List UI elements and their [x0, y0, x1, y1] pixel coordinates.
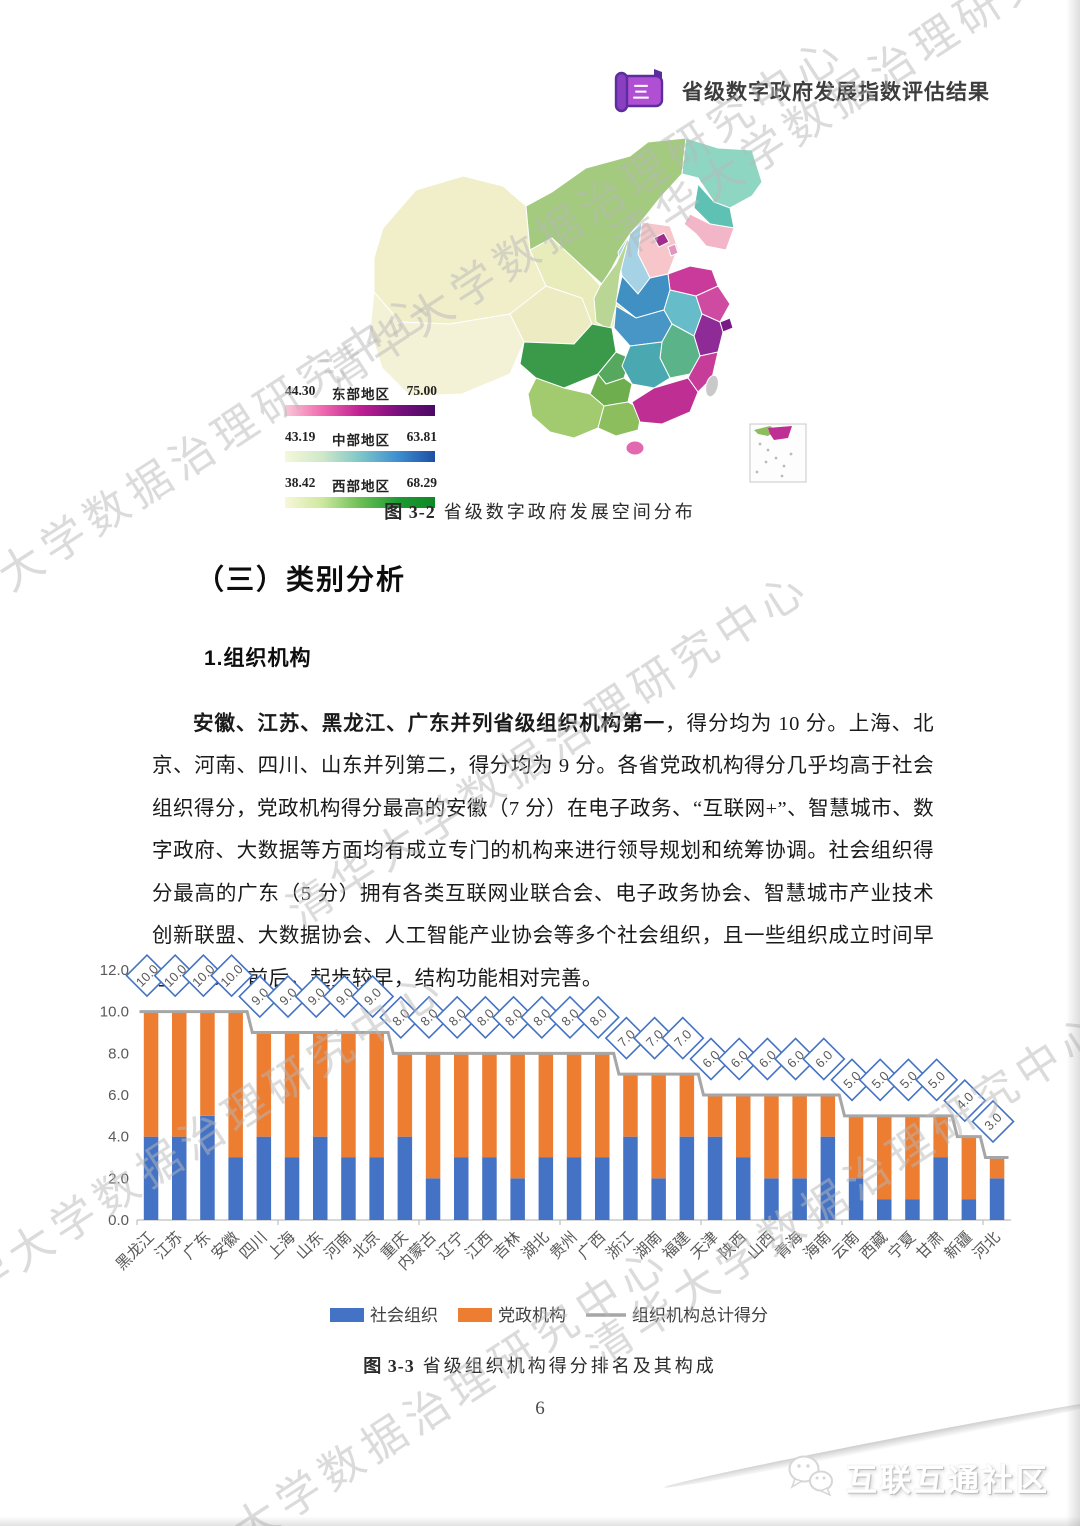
svg-text:北京: 北京: [349, 1228, 384, 1263]
figure-3-3-caption: 图 3-3 省级组织机构得分排名及其构成: [363, 1356, 717, 1376]
page-number: 6: [535, 1398, 545, 1419]
svg-text:湖南: 湖南: [631, 1228, 666, 1263]
region-hainan: [625, 440, 645, 456]
brand-name: 互联互通社区: [846, 1462, 1050, 1498]
region-jiangsu: [695, 285, 731, 323]
body-paragraph: 安徽、江苏、黑龙江、广东并列省级组织机构第一，得分均为 10 分。上海、北京、河…: [152, 703, 934, 1001]
legend-gradient-bar: [285, 405, 435, 416]
svg-text:云南: 云南: [828, 1228, 863, 1263]
svg-text:组织机构总计得分: 组织机构总计得分: [632, 1306, 768, 1325]
legend-region-label: 西部地区: [332, 479, 390, 494]
svg-text:江西: 江西: [462, 1228, 497, 1263]
svg-text:辽宁: 辽宁: [433, 1228, 468, 1263]
wechat-icon: [788, 1455, 833, 1497]
legend-max-value: 75.00: [406, 383, 437, 398]
region-guangxi: [597, 401, 643, 437]
svg-text:西藏: 西藏: [856, 1228, 891, 1263]
figure-3-2-caption: 图 3-2 省级数字政府发展空间分布: [384, 502, 696, 522]
region-liaoning: [683, 213, 735, 251]
svg-text:10.0: 10.0: [100, 1004, 129, 1021]
svg-text:6.0: 6.0: [108, 1087, 129, 1104]
legend-min-value: 44.30: [285, 383, 316, 398]
svg-text:吉林: 吉林: [490, 1228, 525, 1263]
total-score-labels: 10.0 10.0 10.0 10.09.0 9.0 9.0 9.0 9.08.0 8.0 8.0…: [125, 954, 1015, 1144]
svg-text:天津: 天津: [687, 1228, 722, 1263]
svg-text:浙江: 浙江: [603, 1228, 638, 1263]
legend-region-label: 中部地区: [332, 433, 390, 448]
svg-text:0.0: 0.0: [108, 1212, 129, 1229]
section-heading: （三）类别分析: [196, 564, 407, 595]
region-shanghai: [719, 317, 734, 333]
region-taiwan: [705, 374, 719, 398]
svg-text:4.0: 4.0: [108, 1129, 129, 1146]
total-score-line: [139, 1010, 1009, 1159]
svg-text:社会组织: 社会组织: [370, 1306, 438, 1325]
svg-text:2.0: 2.0: [108, 1170, 129, 1187]
svg-text:甘肃: 甘肃: [913, 1228, 948, 1263]
svg-text:宁夏: 宁夏: [885, 1228, 920, 1263]
map-legend-row-west: 38.42 西部地区 68.29: [285, 475, 437, 508]
y-axis-labels: 0.0 2.0 4.0 6.0 8.0 10.0 12.0: [100, 962, 129, 1229]
region-beijing: [653, 232, 670, 248]
china-map-figure: 44.30 东部地区 75.00 43.19 中部地区 63.81 38.42 …: [285, 128, 818, 508]
region-xinjiang: [373, 175, 547, 325]
svg-text:12.0: 12.0: [100, 962, 129, 979]
south-china-sea-inset: [749, 423, 807, 483]
svg-text:河北: 河北: [969, 1228, 1004, 1263]
stacked-bars: [143, 1011, 1005, 1220]
svg-text:青海: 青海: [772, 1228, 807, 1263]
svg-text:湖北: 湖北: [518, 1228, 553, 1263]
x-axis-labels: 黑龙江江苏广东安徽四川上海山东河南北京重庆内蒙古辽宁江西吉林湖北贵州广西浙江湖南…: [112, 1228, 1004, 1274]
svg-text:党政机构: 党政机构: [498, 1306, 566, 1325]
svg-text:河南: 河南: [321, 1228, 356, 1263]
legend-max-value: 63.81: [406, 429, 437, 444]
org-score-chart-figure: 0.0 2.0 4.0 6.0 8.0 10.0 12.0 10.0 10.0 10.0 10.0 9…: [95, 950, 1015, 1330]
chart-legend: 社会组织 党政机构 组织机构总计得分: [330, 1306, 768, 1325]
svg-text:陕西: 陕西: [715, 1228, 750, 1263]
region-heilongjiang: [681, 137, 763, 209]
region-tianjin: [667, 243, 679, 257]
legend-min-value: 38.42: [285, 475, 316, 490]
svg-text:福建: 福建: [659, 1228, 694, 1263]
legend-gradient-bar: [285, 451, 435, 462]
svg-text:广西: 广西: [574, 1228, 609, 1263]
svg-text:海南: 海南: [800, 1228, 835, 1263]
svg-text:8.0: 8.0: [108, 1045, 129, 1062]
svg-text:贵州: 贵州: [546, 1228, 581, 1263]
map-legend: 44.30 东部地区 75.00 43.19 中部地区 63.81 38.42 …: [285, 383, 437, 521]
subsection-heading: 1.组织机构: [204, 647, 312, 670]
region-tibet: [369, 290, 525, 397]
figure-label: 图 3-3: [363, 1356, 415, 1376]
svg-text:安徽: 安徽: [208, 1228, 243, 1263]
svg-text:广东: 广东: [180, 1228, 215, 1263]
scroll-badge-icon: 三: [612, 66, 668, 116]
region-yunnan: [527, 377, 605, 439]
region-hunan: [621, 341, 671, 389]
china-map: [369, 137, 807, 483]
svg-text:山西: 山西: [744, 1228, 779, 1263]
map-legend-row-central: 43.19 中部地区 63.81: [285, 429, 437, 462]
bar-chart-svg: 0.0 2.0 4.0 6.0 8.0 10.0 12.0 10.0 10.0 10.0 10.09…: [100, 954, 1015, 1325]
paragraph-bold-lead: 安徽、江苏、黑龙江、广东并列省级组织机构第一: [193, 712, 666, 735]
svg-text:三: 三: [633, 83, 650, 102]
figure-label: 图 3-2: [384, 502, 436, 522]
brand-footer: 互联互通社区: [786, 1454, 1050, 1500]
page-edge-bottom: [0, 1516, 1080, 1526]
legend-gradient-bar: [285, 497, 435, 508]
paragraph-body: ，得分均为 10 分。上海、北京、河南、四川、山东并列第二，得分均为 9 分。各…: [152, 712, 934, 991]
legend-region-label: 东部地区: [332, 387, 390, 402]
svg-text:江苏: 江苏: [151, 1228, 186, 1263]
svg-text:上海: 上海: [264, 1228, 299, 1263]
region-guangdong: [631, 377, 699, 425]
legend-max-value: 68.29: [406, 475, 437, 490]
svg-text:四川: 四川: [237, 1229, 271, 1263]
legend-min-value: 43.19: [285, 429, 316, 444]
svg-text:新疆: 新疆: [941, 1228, 976, 1263]
map-legend-row-east: 44.30 东部地区 75.00: [285, 383, 437, 416]
page-edge-right: [1066, 0, 1080, 1526]
page-title: 省级数字政府发展指数评估结果: [682, 81, 990, 104]
svg-text:山东: 山东: [292, 1228, 327, 1263]
